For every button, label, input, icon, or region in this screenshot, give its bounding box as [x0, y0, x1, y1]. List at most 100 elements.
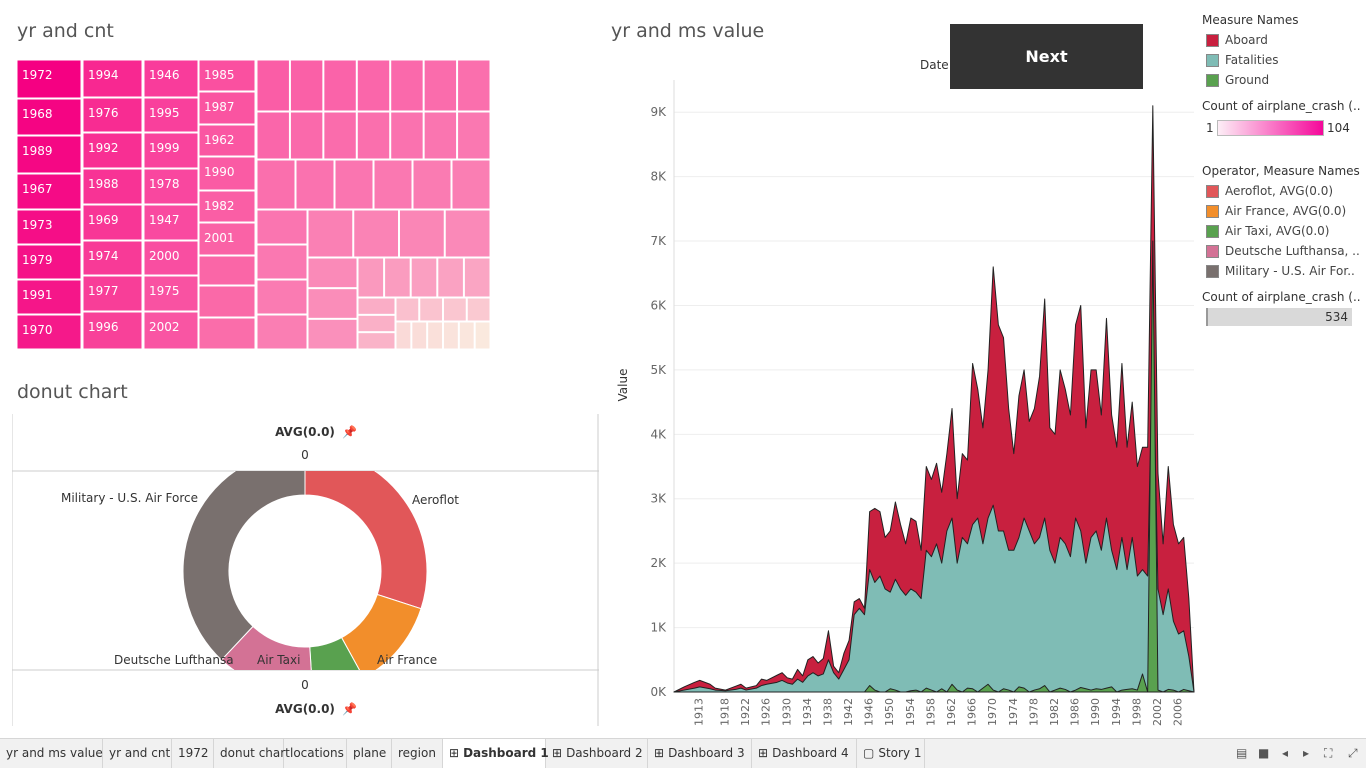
treemap-cell — [323, 60, 357, 112]
treemap-cell — [412, 159, 452, 210]
treemap-cell — [256, 244, 308, 280]
measure-legend-item[interactable]: Ground — [1206, 73, 1269, 87]
present-icon[interactable]: ⤢ — [1348, 746, 1358, 760]
treemap-label: 1978 — [149, 177, 180, 191]
tab-dashboard-4[interactable]: ⊞ Dashboard 4 — [752, 739, 857, 768]
treemap-cell — [307, 209, 354, 258]
tab-plane[interactable]: plane — [347, 739, 392, 768]
treemap-cell — [256, 314, 308, 350]
legend-label: Aeroflot, AVG(0.0) — [1225, 184, 1334, 198]
treemap-cell — [17, 60, 82, 99]
next-icon[interactable]: ▸ — [1303, 746, 1310, 760]
tab-story-1[interactable]: ▢ Story 1 — [857, 739, 925, 768]
x-tick-label: 2006 — [1172, 698, 1185, 726]
treemap-label: 1969 — [88, 213, 119, 227]
tab-label: Story 1 — [878, 746, 922, 760]
treemap-cell — [82, 275, 143, 312]
treemap-cell — [198, 255, 256, 286]
treemap-cell — [356, 60, 391, 112]
x-tick-label: 1990 — [1089, 698, 1102, 726]
x-tick-label: 1966 — [966, 698, 979, 726]
operator-legend-item[interactable]: Aeroflot, AVG(0.0) — [1206, 184, 1333, 198]
fullscreen-icon[interactable]: ⛶ — [1324, 746, 1333, 760]
x-tick-label: 1974 — [1007, 698, 1020, 726]
tab-label: yr and cnt — [109, 746, 171, 760]
tab-1972[interactable]: 1972 — [172, 739, 214, 768]
measure-legend-item[interactable]: Fatalities — [1206, 53, 1279, 67]
treemap-label: 2002 — [149, 320, 180, 334]
grid-view-icon[interactable]: ▤ — [1236, 746, 1248, 760]
legend-label: Deutsche Lufthansa, .. — [1225, 244, 1360, 258]
treemap-cell — [419, 297, 443, 322]
sheet-tab-bar: yr and ms value yr and cnt 1972 donut chart… — [0, 738, 1366, 768]
donut-chart[interactable]: AVG(0.0) 📌 0 0 AVG(0.0) 📌 Aeroflot Air France Ai… — [12, 414, 599, 726]
donut-slice — [340, 593, 422, 670]
tab-locations[interactable]: locations — [284, 739, 347, 768]
tab-yr-and-cnt[interactable]: yr and cnt — [103, 739, 172, 768]
treemap-label: 1999 — [149, 141, 180, 155]
dashboard-icon: ⊞ — [552, 746, 563, 760]
next-button[interactable]: Next — [950, 24, 1143, 89]
tab-region[interactable]: region — [392, 739, 443, 768]
tab-donut-chart[interactable]: donut chart — [214, 739, 290, 768]
treemap-label: 1988 — [88, 177, 119, 191]
tab-dashboard-3[interactable]: ⊞ Dashboard 3 — [648, 739, 752, 768]
operator-legend-item[interactable]: Air Taxi, AVG(0.0) — [1206, 224, 1329, 238]
tab-yr-and-ms-value[interactable]: yr and ms value — [0, 739, 103, 768]
treemap-cell — [323, 111, 357, 160]
treemap-cell — [198, 124, 256, 157]
treemap-chart[interactable]: 1972 1968 1989 1967 1973 1979 1991 1970 1994 1976… — [17, 60, 491, 350]
pin-icon: 📌 — [342, 701, 357, 716]
treemap-cell — [198, 222, 256, 256]
treemap-cell — [256, 111, 290, 160]
x-tick-label: 1998 — [1130, 698, 1143, 726]
measure-legend-item[interactable]: Aboard — [1206, 33, 1268, 47]
y-tick-label: 9K — [650, 105, 667, 119]
treemap-cell — [256, 209, 308, 245]
treemap-label: 2000 — [149, 249, 180, 263]
treemap-cell — [395, 297, 420, 322]
operator-legend-item[interactable]: Air France, AVG(0.0) — [1206, 204, 1346, 218]
operator-legend-item[interactable]: Military - U.S. Air For.. — [1206, 264, 1355, 278]
treemap-cell — [198, 285, 256, 318]
treemap-label: 1973 — [22, 218, 53, 232]
treemap-cell — [82, 97, 143, 133]
legend-swatch — [1206, 53, 1219, 67]
tab-dashboard-1[interactable]: ⊞ Dashboard 1 — [443, 739, 549, 768]
donut-slice-label: Deutsche Lufthansa — [114, 653, 234, 667]
treemap-cell — [357, 257, 385, 298]
x-tick-label: 1978 — [1027, 698, 1040, 726]
treemap-cell — [457, 111, 491, 160]
legend-swatch — [1206, 184, 1219, 198]
treemap-cell — [82, 168, 143, 205]
treemap-cell — [256, 279, 308, 315]
y-tick-label: 4K — [650, 427, 667, 441]
x-tick-label: 1958 — [924, 698, 937, 726]
legend-swatch — [1206, 244, 1219, 258]
treemap-cell — [411, 321, 428, 350]
operator-legend-item[interactable]: Deutsche Lufthansa, .. — [1206, 244, 1360, 258]
treemap-cell — [256, 159, 296, 210]
prev-icon[interactable]: ◂ — [1282, 746, 1289, 760]
legend-swatch — [1206, 33, 1219, 47]
legend-swatch — [1206, 224, 1219, 238]
treemap-cell — [82, 311, 143, 350]
operator-legend-title: Operator, Measure Names — [1202, 164, 1360, 178]
y-tick-label: 5K — [650, 363, 667, 377]
treemap-label: 1974 — [88, 249, 119, 263]
area-chart[interactable]: 0K 1K 2K 3K 4K 5K 6K 7K 8K 9K Value 1913 1918 1922 192… — [612, 70, 1196, 735]
tab-dashboard-2[interactable]: ⊞ Dashboard 2 — [546, 739, 648, 768]
treemap-label: 1992 — [88, 141, 119, 155]
treemap-label: 1995 — [149, 106, 180, 120]
donut-slice-label: Military - U.S. Air Force — [61, 491, 198, 505]
treemap-cell — [373, 159, 413, 210]
area-title: yr and ms value — [611, 20, 765, 42]
tab-label: donut chart — [220, 746, 290, 760]
treemap-cell — [307, 288, 358, 319]
donut-header-value: 0 — [301, 448, 309, 462]
treemap-cell — [198, 317, 256, 350]
film-strip-icon[interactable]: ■ — [1258, 746, 1270, 760]
tab-label: plane — [353, 746, 387, 760]
treemap-cell — [463, 257, 491, 298]
treemap-cell — [143, 132, 199, 169]
